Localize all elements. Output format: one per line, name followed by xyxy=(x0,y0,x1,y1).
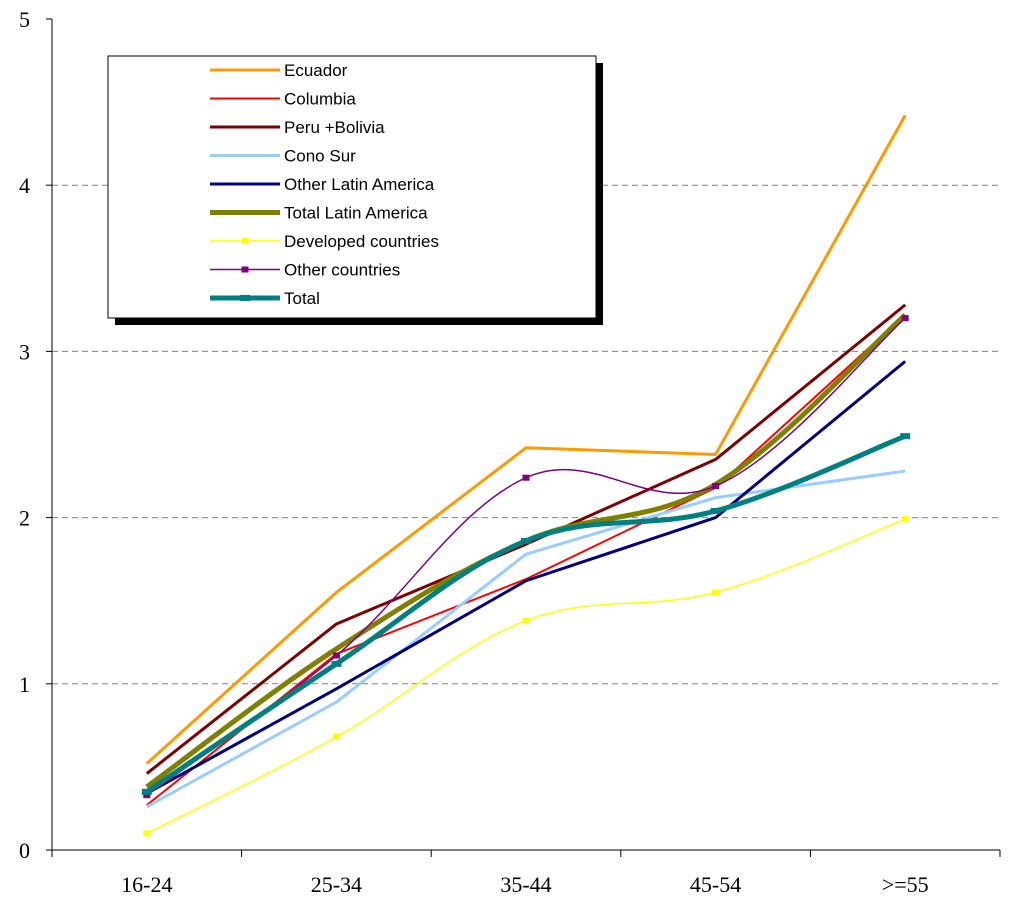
legend-label-ecuador: Ecuador xyxy=(284,61,348,80)
legend-label-peru-bolivia: Peru +Bolivia xyxy=(284,118,385,137)
x-tick-label: 25-34 xyxy=(311,872,362,897)
y-tick-label: 0 xyxy=(19,838,30,863)
legend-label-developed-countries: Developed countries xyxy=(284,232,439,251)
series-line-developed-countries xyxy=(146,518,906,835)
legend-label-other-latin-america: Other Latin America xyxy=(284,175,435,194)
axes: 0 1 2 3 4 5 16-24 25-34 35-44 45-54 >=55 xyxy=(19,7,1001,897)
y-tick-label: 5 xyxy=(19,7,30,32)
legend-label-columbia: Columbia xyxy=(284,90,356,109)
legend-marker-developed-countries xyxy=(241,238,249,244)
data-point-total xyxy=(521,537,531,544)
legend-label-other-countries: Other countries xyxy=(284,261,400,280)
data-point-other-countries xyxy=(143,792,151,799)
series-line-other-countries xyxy=(146,317,906,796)
data-point-total xyxy=(331,660,342,667)
data-point-other-countries xyxy=(522,474,530,481)
legend-marker-total xyxy=(240,295,250,301)
series-line-cono-sur xyxy=(146,469,906,809)
data-point-total xyxy=(900,433,911,440)
y-tick-label: 4 xyxy=(19,173,30,198)
data-point-developed-countries xyxy=(712,589,720,596)
legend-label-total: Total xyxy=(284,289,320,308)
data-series xyxy=(141,114,911,837)
legend-marker-other-countries xyxy=(241,266,249,273)
series-line-ecuador xyxy=(145,114,907,765)
data-point-developed-countries xyxy=(332,733,340,740)
y-tick-label: 3 xyxy=(19,339,30,364)
data-point-developed-countries xyxy=(522,617,530,624)
series-line-peru-bolivia xyxy=(145,303,907,775)
legend-label-total-latin-america: Total Latin America xyxy=(284,204,428,223)
data-point-total xyxy=(710,507,721,514)
y-tick-label: 2 xyxy=(19,506,30,531)
series-line-total xyxy=(145,433,907,794)
data-point-other-countries xyxy=(901,315,909,322)
data-point-developed-countries xyxy=(901,516,909,523)
data-point-total xyxy=(141,788,152,795)
legend: Ecuador Columbia Peru +Bolivia Cono Sur Othe… xyxy=(107,55,603,325)
x-tick-label: 45-54 xyxy=(690,872,741,897)
data-point-developed-countries xyxy=(143,830,151,837)
x-tick-label: 16-24 xyxy=(121,872,172,897)
series-line-other-latin-america xyxy=(146,360,907,795)
y-tick-label: 1 xyxy=(19,672,30,697)
data-point-other-countries xyxy=(332,652,340,659)
x-tick-label: 35-44 xyxy=(500,872,551,897)
legend-box xyxy=(107,55,597,319)
data-point-other-countries xyxy=(712,483,720,490)
x-tick-label: >=55 xyxy=(882,872,929,897)
legend-label-cono-sur: Cono Sur xyxy=(284,147,356,166)
